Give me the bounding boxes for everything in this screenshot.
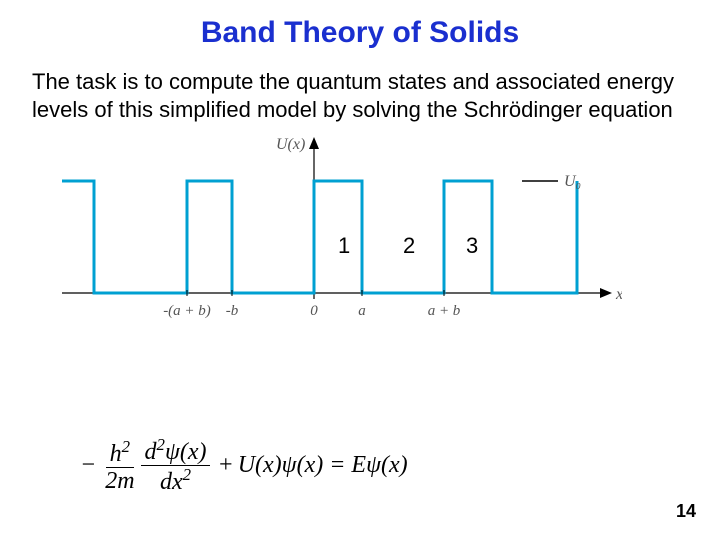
potential-diagram: U(x)xU₀-(a + b)-b0aa + b 123: [42, 133, 688, 338]
page-title: Band Theory of Solids: [32, 16, 688, 50]
region-labels: 1 2 3: [42, 133, 622, 333]
region-label: 1: [338, 233, 350, 259]
region-label: 2: [403, 233, 415, 259]
eq-minus: −: [80, 452, 96, 479]
eq-hbar-over-2m: h2 2m: [105, 439, 134, 493]
eq-d2psi-dx2: d2ψ(x) dx2: [141, 437, 211, 494]
eq-equals: =: [329, 452, 345, 479]
slide: { "title": { "text": "Band Theory of Sol…: [0, 0, 720, 540]
schrodinger-equation: − h2 2m d2ψ(x) dx2 + U(x)ψ(x) = Eψ(x): [80, 437, 408, 494]
eq-U: U: [238, 452, 255, 479]
page-number: 14: [676, 501, 696, 522]
region-label: 3: [466, 233, 478, 259]
eq-E: E: [351, 452, 366, 479]
eq-plus: +: [217, 452, 233, 479]
body-paragraph: The task is to compute the quantum state…: [32, 68, 688, 123]
